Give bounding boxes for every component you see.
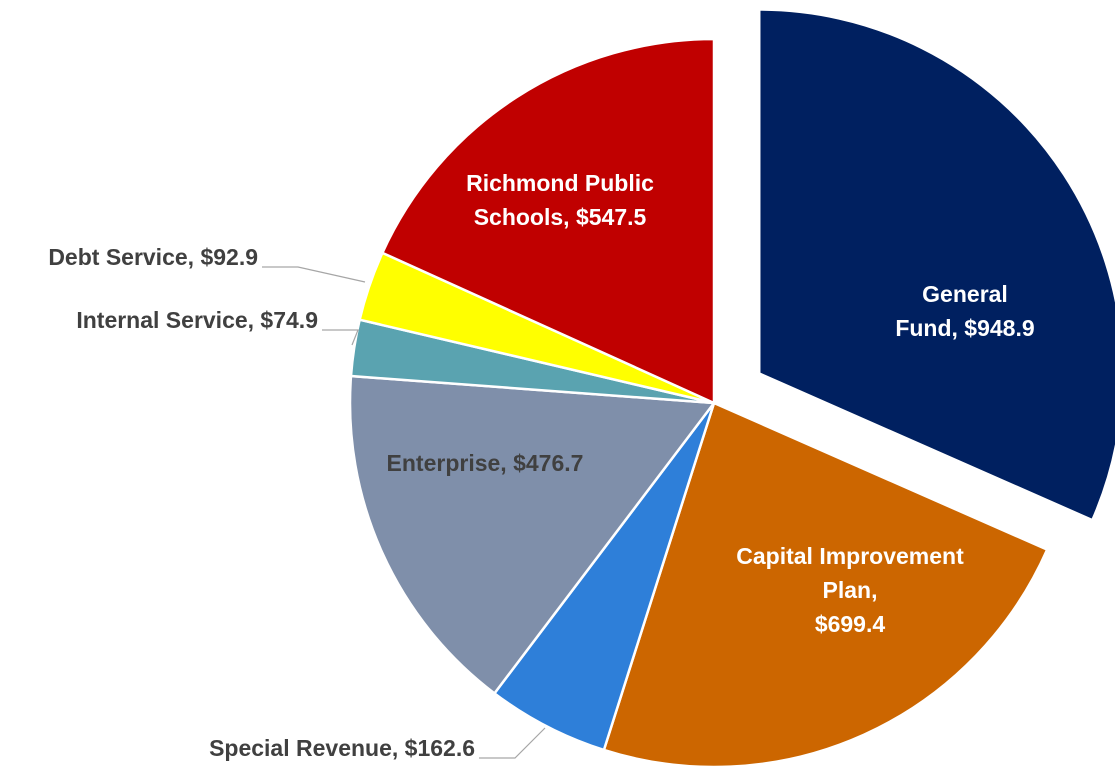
data-label: General Fund, $948.9 [895, 281, 1035, 341]
leader-line [262, 266, 366, 283]
data-label: Debt Service, $92.9 [48, 244, 258, 270]
data-label: Special Revenue, $162.6 [209, 735, 475, 761]
pie-slice [380, 37, 716, 405]
data-label: Capital Improvement Plan, $699.4 [736, 543, 964, 637]
data-label: Richmond Public Schools, $547.5 [466, 170, 654, 230]
leader-line [479, 727, 546, 759]
pie-slice [757, 8, 1115, 522]
data-label: Internal Service, $74.9 [76, 307, 318, 333]
leader-line [322, 329, 359, 346]
data-label: Enterprise, $476.7 [386, 450, 584, 476]
pie-slice [602, 401, 1049, 768]
pie-slice [348, 374, 717, 696]
